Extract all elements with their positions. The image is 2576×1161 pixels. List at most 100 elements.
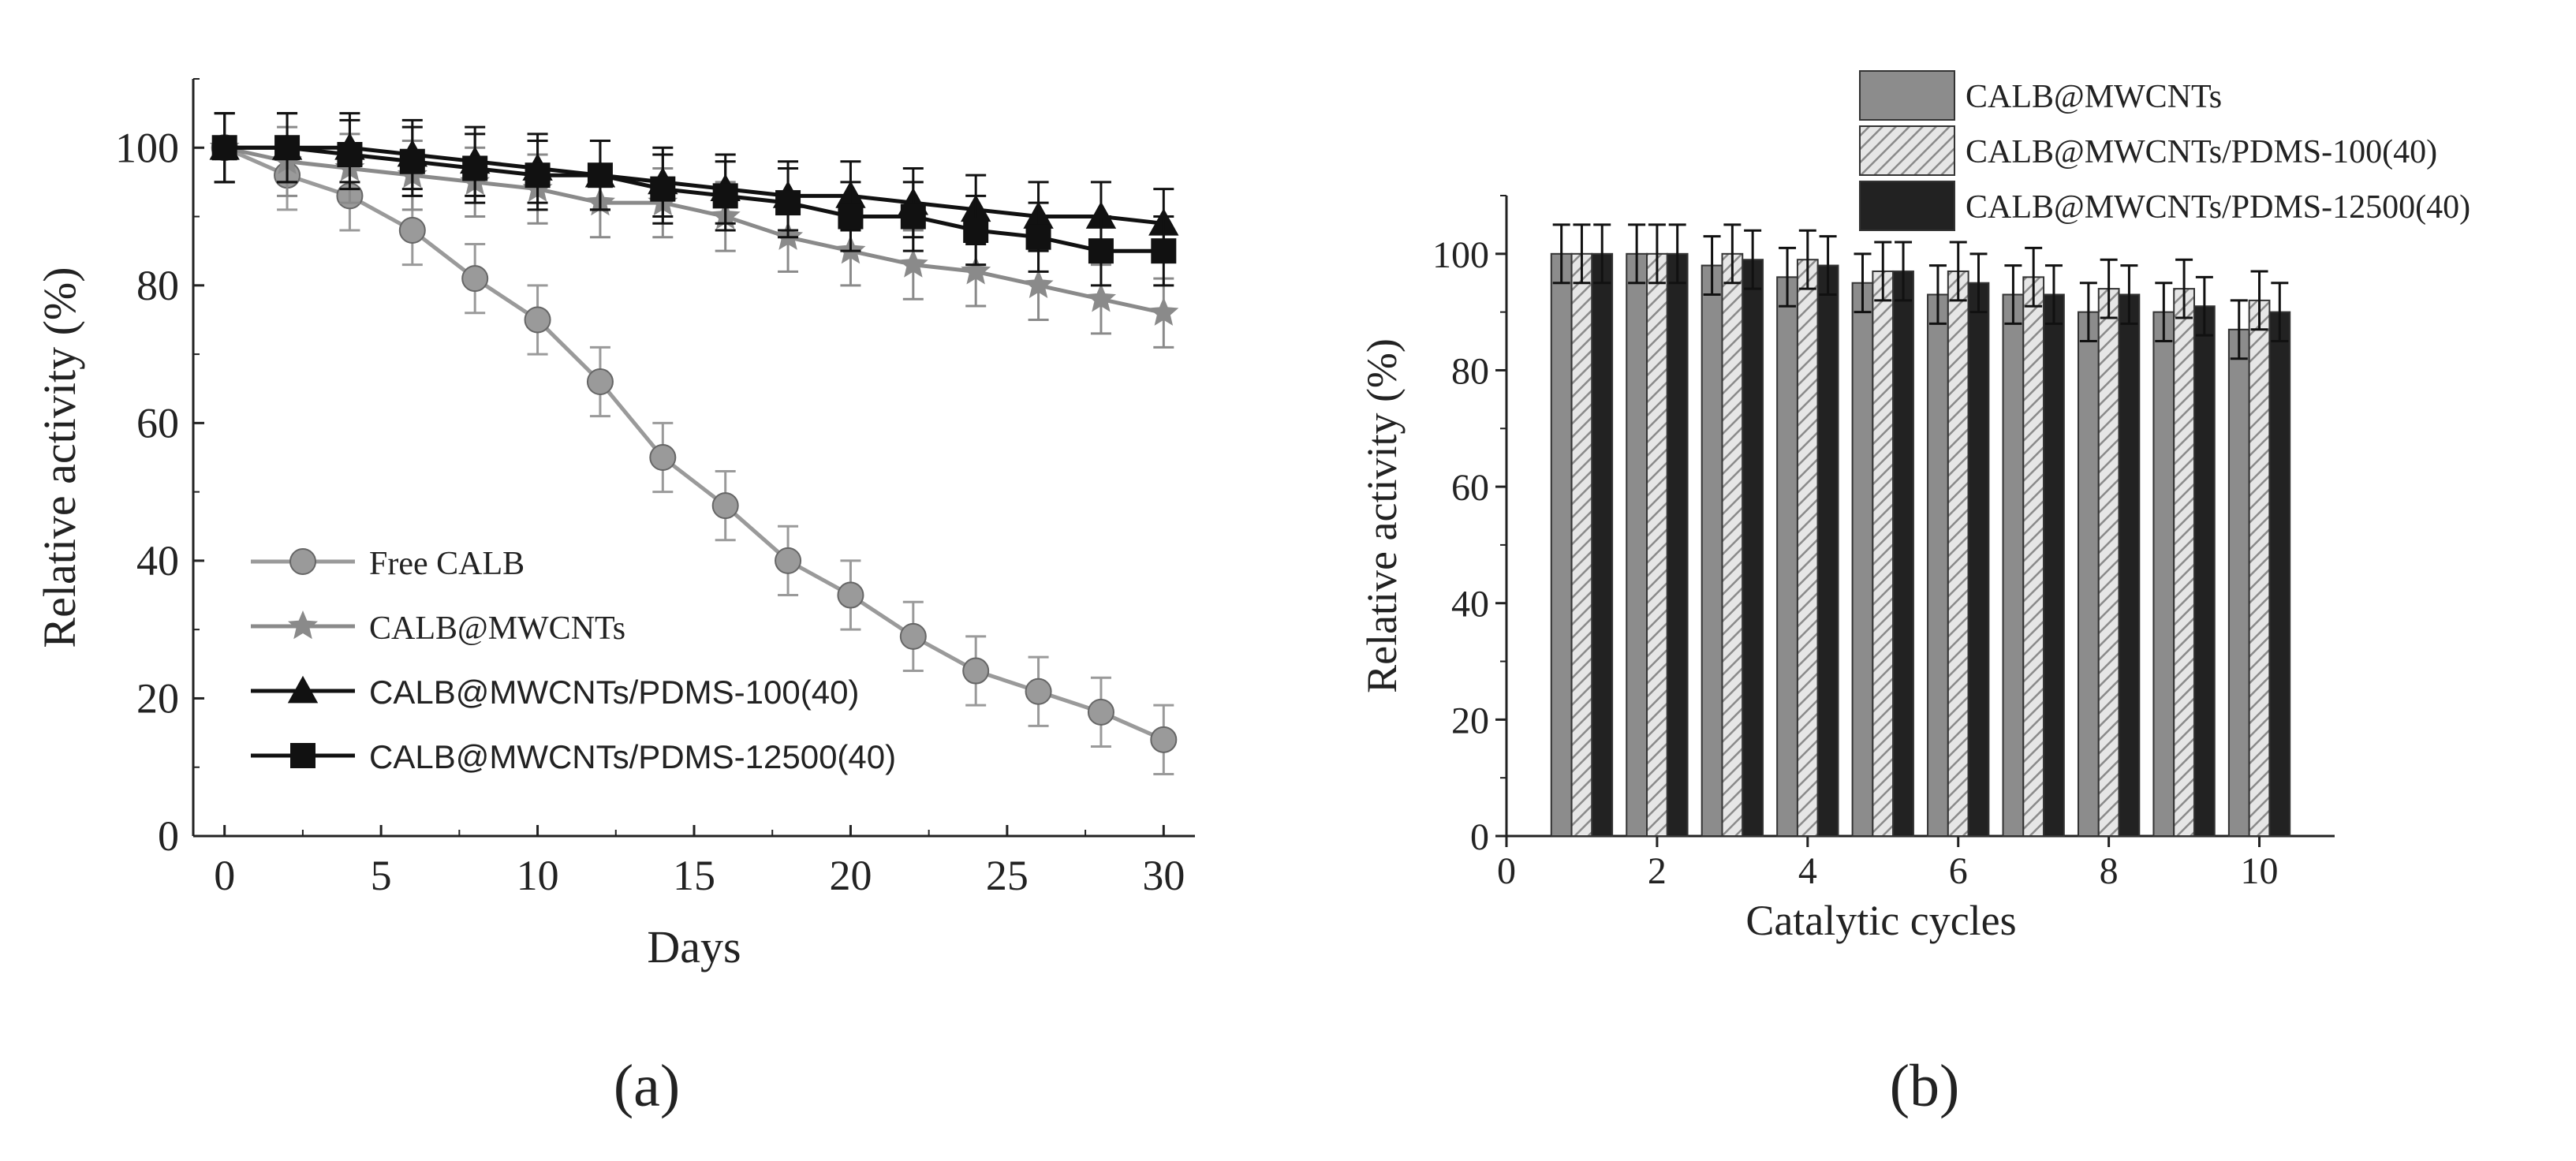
panel-b-label: (b) [1890, 1053, 1960, 1119]
bar [2097, 288, 2120, 838]
bar [2193, 305, 2216, 838]
legend-swatch [1859, 181, 1955, 231]
panel-b-y-tick-label: 40 [1451, 584, 1489, 625]
panel-a-x-axis-title: Days [647, 921, 741, 972]
panel-b-y-axis-title: Relative activity (%) [1358, 338, 1406, 693]
panel-b-series-1 [1570, 223, 2271, 838]
data-point [586, 368, 614, 395]
panel-a-label: (a) [614, 1053, 680, 1119]
data-point [649, 444, 677, 471]
bar [2248, 299, 2271, 837]
bar [2002, 293, 2025, 837]
panel-a-y-tick-label: 80 [136, 262, 179, 309]
legend-label: CALB@MWCNTs/PDMS-12500(40) [1966, 189, 2470, 226]
panel-a-y-tick-label: 100 [115, 124, 179, 171]
panel-b-series-0 [1550, 223, 2250, 838]
bar [1967, 282, 1990, 837]
data-point [1023, 269, 1054, 298]
panel-a-x-tick-label: 0 [214, 852, 235, 899]
panel-a-legend: Free CALB CALB@MWCNTs CALB@MWCNTs/PDMS-100… [251, 546, 896, 775]
panel-a-y-axis-title: Relative activity (%) [34, 267, 85, 648]
bar [1872, 270, 1895, 837]
panel-a-x-tick-label: 25 [986, 852, 1029, 899]
bar [1591, 252, 1614, 837]
data-point [398, 217, 426, 244]
series-line [223, 146, 1165, 742]
panel-a-x-tick-label: 5 [371, 852, 392, 899]
data-point [775, 547, 802, 574]
legend-label: CALB@MWCNTs/PDMS-100(40) [369, 674, 859, 711]
legend-swatch [1859, 125, 1955, 176]
legend-label: CALB@MWCNTs/PDMS-100(40) [1966, 134, 2437, 170]
data-point [650, 176, 676, 202]
data-point [399, 148, 425, 174]
bar [1742, 259, 1764, 837]
data-point [1025, 678, 1052, 705]
data-point [712, 183, 738, 209]
data-point [963, 218, 989, 243]
legend-marker [287, 675, 319, 704]
panel-a-line-chart: 0 20 40 60 80 100 0 5 10 15 20 25 30 Days Relative act… [34, 78, 1195, 972]
bar [2152, 311, 2175, 837]
data-point [900, 203, 926, 230]
panel-b-x-tick-label: 8 [2100, 850, 2119, 892]
panel-a-x-tick-label: 30 [1142, 852, 1185, 899]
panel-b-x-tick-label: 4 [1798, 850, 1817, 892]
data-point [524, 306, 551, 334]
legend-marker [289, 548, 316, 575]
bar [2118, 293, 2141, 837]
bar [1927, 293, 1949, 837]
bar [2077, 311, 2100, 837]
panel-b-y-tick-label: 80 [1451, 350, 1489, 392]
bar [2022, 276, 2045, 837]
panel-a-y-tick-label: 20 [136, 674, 179, 722]
data-point [461, 265, 489, 293]
bar [1816, 264, 1839, 837]
data-point [1085, 283, 1116, 312]
legend-label: Free CALB [369, 546, 525, 582]
data-point [525, 162, 551, 189]
data-point [1087, 698, 1114, 726]
data-point [1025, 224, 1051, 250]
data-point [274, 135, 301, 161]
panel-b-x-axis-title: Catalytic cycles [1745, 897, 2016, 944]
data-point [961, 256, 991, 285]
bar [2043, 293, 2065, 837]
panel-b-x-tick-label: 10 [2241, 850, 2279, 892]
panel-b-x-tick-label: 6 [1949, 850, 1968, 892]
bar [1721, 252, 1744, 837]
bar [2173, 288, 2195, 838]
legend-label: CALB@MWCNTs [1966, 79, 2222, 115]
series-line [224, 145, 1164, 253]
panel-b-bar-chart: 0 20 40 60 80 100 0 2 4 6 8 10 Catalytic cycles Relat… [1358, 70, 2470, 944]
data-point [337, 142, 363, 167]
panel-a-y-tick-label: 0 [158, 812, 179, 860]
bar [1851, 282, 1874, 837]
panel-b-y-tick-label: 20 [1451, 700, 1489, 741]
data-point [711, 492, 739, 520]
bar [1796, 259, 1819, 837]
data-point [1088, 238, 1114, 264]
panel-b-legend: CALB@MWCNTs CALB@MWCNTs/PDMS-100(40) CALB@… [1859, 70, 2470, 231]
panel-a-x-tick-label: 15 [673, 852, 715, 899]
panel-b-y-tick-label: 60 [1451, 467, 1489, 509]
panel-a-x-tick-label: 20 [829, 852, 872, 899]
bar [1550, 252, 1573, 837]
bar [2268, 311, 2291, 837]
data-point [898, 248, 928, 278]
data-point [587, 162, 613, 189]
data-point [1085, 201, 1117, 229]
bar [1666, 252, 1689, 837]
bar [1892, 270, 1914, 837]
data-point [462, 155, 488, 181]
data-point [1150, 726, 1178, 753]
data-point [775, 190, 801, 216]
panel-a-x-tick-label: 10 [517, 852, 559, 899]
legend-marker [288, 610, 318, 640]
panel-b-y-tick-label: 100 [1432, 234, 1489, 276]
data-point [1151, 238, 1177, 264]
bar [2227, 328, 2250, 838]
panel-b-series-2 [1591, 223, 2291, 838]
panel-a-series-3 [211, 112, 1177, 287]
